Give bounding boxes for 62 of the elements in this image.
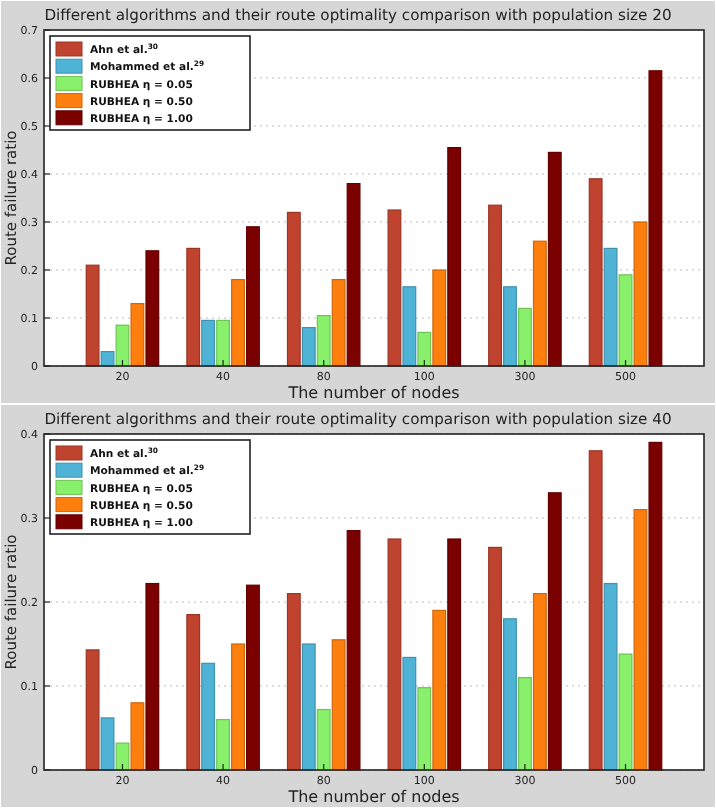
bar: [130, 303, 145, 367]
bar: [503, 286, 517, 367]
bar: [246, 226, 260, 367]
bar: [588, 178, 603, 367]
bar: [301, 327, 316, 367]
bar: [432, 269, 447, 367]
bar: [603, 582, 618, 771]
bar: [346, 530, 361, 771]
bar: [532, 593, 547, 771]
bar: [331, 279, 346, 367]
bar: [618, 653, 633, 771]
bar: [85, 649, 100, 771]
bar: [488, 546, 502, 771]
bar: [286, 593, 301, 771]
bar: [618, 274, 633, 367]
bar: [603, 247, 618, 367]
bar: [231, 279, 245, 367]
bar: [402, 286, 417, 367]
bar: [517, 307, 532, 367]
bar: [145, 250, 160, 367]
bar: [532, 240, 547, 367]
bar: [417, 687, 432, 771]
bar: [286, 211, 301, 367]
bar: [201, 662, 216, 771]
bar: [633, 221, 648, 367]
bar: [145, 582, 160, 771]
bar: [100, 717, 115, 771]
bar: [387, 538, 402, 771]
bar: [316, 315, 331, 367]
bar: [346, 183, 361, 367]
bar: [648, 70, 663, 367]
bar: [85, 264, 100, 367]
bar: [201, 319, 216, 367]
bar: [216, 319, 231, 367]
bar: [488, 204, 502, 367]
bar: [301, 643, 316, 771]
bar: [547, 151, 562, 367]
bar: [447, 147, 462, 367]
bar: [648, 441, 663, 771]
bar: [588, 450, 603, 771]
bar: [447, 538, 462, 771]
bar: [115, 324, 130, 367]
x-axis-title: The number of nodes: [286, 788, 460, 806]
bar: [547, 492, 562, 771]
bar: [130, 702, 145, 771]
bar: [115, 742, 130, 771]
bar: [503, 618, 517, 771]
bar: [186, 247, 201, 367]
bar: [432, 609, 447, 771]
x-axis-title: The number of nodes: [286, 384, 460, 402]
bar: [517, 677, 532, 771]
bar: [331, 639, 346, 771]
bar: [316, 708, 331, 771]
bar: [633, 509, 648, 771]
bar: [231, 643, 245, 771]
bar: [246, 584, 260, 771]
bar: [402, 656, 417, 771]
bar: [216, 719, 231, 771]
bar: [417, 331, 432, 367]
bar: [387, 209, 402, 367]
bar: [100, 351, 115, 367]
bar: [186, 614, 201, 771]
